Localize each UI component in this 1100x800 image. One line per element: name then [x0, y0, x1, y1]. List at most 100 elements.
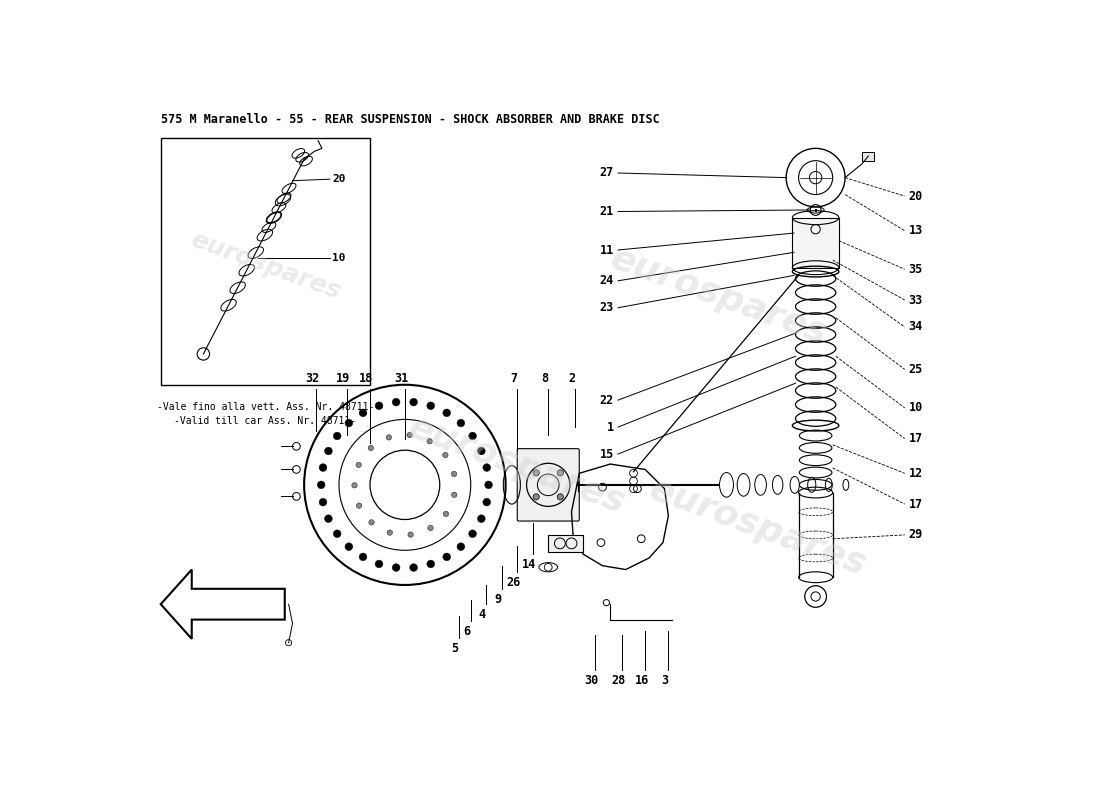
Text: 10: 10 [332, 253, 345, 262]
Text: 27: 27 [600, 166, 614, 179]
Circle shape [442, 452, 448, 458]
Circle shape [319, 464, 327, 471]
Text: 9: 9 [494, 593, 502, 606]
Text: 3: 3 [662, 674, 669, 686]
Text: 10: 10 [909, 402, 923, 414]
Text: 29: 29 [909, 529, 923, 542]
Text: 20: 20 [332, 174, 345, 184]
Circle shape [477, 447, 485, 455]
Circle shape [451, 471, 456, 477]
Circle shape [393, 564, 400, 571]
Circle shape [333, 432, 341, 440]
Circle shape [443, 511, 449, 517]
Circle shape [324, 447, 332, 455]
Circle shape [368, 446, 374, 450]
Circle shape [345, 542, 353, 550]
Circle shape [375, 402, 383, 410]
Text: 25: 25 [909, 363, 923, 376]
Circle shape [352, 482, 358, 488]
Text: 17: 17 [909, 432, 923, 445]
Circle shape [333, 530, 341, 538]
Text: eurospares: eurospares [605, 241, 832, 351]
Circle shape [407, 432, 412, 438]
Text: 13: 13 [909, 224, 923, 238]
Circle shape [534, 470, 539, 476]
Text: 19: 19 [336, 372, 350, 385]
Circle shape [443, 553, 451, 561]
Text: 22: 22 [600, 394, 614, 406]
Text: 7: 7 [510, 372, 518, 385]
Text: 17: 17 [909, 498, 923, 510]
Text: 15: 15 [600, 447, 614, 461]
Circle shape [387, 530, 393, 535]
Circle shape [386, 434, 392, 440]
Circle shape [558, 470, 563, 476]
Text: eurospares: eurospares [187, 227, 344, 304]
Circle shape [427, 560, 434, 568]
Text: 14: 14 [521, 558, 536, 571]
Text: 32: 32 [305, 372, 319, 385]
Text: 8: 8 [541, 372, 549, 385]
Circle shape [359, 553, 367, 561]
Circle shape [427, 402, 434, 410]
Text: 575 M Maranello - 55 - REAR SUSPENSION - SHOCK ABSORBER AND BRAKE DISC: 575 M Maranello - 55 - REAR SUSPENSION -… [161, 113, 660, 126]
Text: 30: 30 [584, 674, 598, 686]
Circle shape [485, 481, 493, 489]
Circle shape [451, 492, 456, 498]
Circle shape [534, 494, 539, 500]
Text: 24: 24 [600, 274, 614, 287]
FancyBboxPatch shape [161, 138, 370, 385]
Circle shape [324, 515, 332, 522]
Text: -Vale fino alla vett. Ass. Nr. 48711-: -Vale fino alla vett. Ass. Nr. 48711- [156, 402, 374, 413]
FancyBboxPatch shape [792, 218, 839, 268]
Circle shape [483, 498, 491, 506]
Circle shape [368, 520, 374, 525]
FancyBboxPatch shape [862, 152, 873, 162]
Circle shape [469, 432, 476, 440]
Circle shape [456, 542, 465, 550]
Circle shape [408, 532, 414, 538]
Text: 1: 1 [607, 421, 614, 434]
Circle shape [483, 464, 491, 471]
Text: 18: 18 [359, 372, 373, 385]
Circle shape [443, 409, 451, 417]
Circle shape [345, 419, 353, 427]
Text: 2: 2 [569, 372, 575, 385]
Circle shape [359, 409, 367, 417]
Circle shape [427, 438, 432, 444]
Text: 16: 16 [635, 674, 649, 686]
Circle shape [317, 481, 326, 489]
Text: 11: 11 [600, 243, 614, 257]
Circle shape [428, 526, 433, 530]
Circle shape [319, 498, 327, 506]
Text: 20: 20 [909, 190, 923, 202]
Circle shape [356, 462, 362, 468]
Text: eurospares: eurospares [645, 472, 871, 582]
Circle shape [477, 515, 485, 522]
Text: 33: 33 [909, 294, 923, 306]
Polygon shape [161, 570, 285, 639]
Circle shape [409, 564, 418, 571]
Text: 21: 21 [600, 205, 614, 218]
Circle shape [375, 560, 383, 568]
Circle shape [393, 398, 400, 406]
Text: 6: 6 [463, 625, 471, 638]
Text: 12: 12 [909, 467, 923, 480]
Text: 28: 28 [612, 674, 626, 686]
FancyBboxPatch shape [517, 449, 580, 521]
Text: -Valid till car Ass. Nr. 48711-: -Valid till car Ass. Nr. 48711- [174, 415, 356, 426]
Text: 34: 34 [909, 321, 923, 334]
Text: 5: 5 [452, 642, 459, 655]
Text: eurospares: eurospares [404, 410, 630, 521]
Text: 23: 23 [600, 302, 614, 314]
Text: 4: 4 [478, 608, 486, 621]
Circle shape [469, 530, 476, 538]
Text: 26: 26 [506, 576, 520, 589]
Text: 31: 31 [394, 372, 408, 385]
FancyBboxPatch shape [548, 535, 583, 552]
Circle shape [558, 494, 563, 500]
Circle shape [456, 419, 465, 427]
Circle shape [409, 398, 418, 406]
Text: 35: 35 [909, 262, 923, 276]
Circle shape [356, 503, 362, 508]
